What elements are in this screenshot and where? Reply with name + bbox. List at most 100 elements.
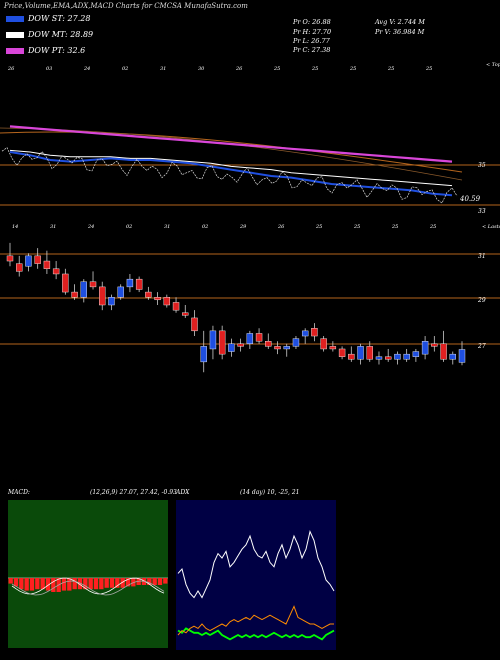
candle-body-29 — [274, 346, 281, 350]
ema-top-label-7: 25 — [273, 66, 280, 72]
candle-body-0 — [6, 255, 14, 262]
candle-body-40 — [375, 356, 383, 360]
candle-body-34 — [320, 338, 327, 350]
candle-body-4 — [43, 260, 51, 269]
candle-body-41 — [385, 356, 392, 360]
macd-bar-22 — [125, 578, 131, 587]
macd-signal-line — [11, 580, 165, 596]
candle-body-35 — [329, 346, 337, 350]
stat-pr-c: Pr C: 27.38 — [293, 46, 331, 54]
candle-body-37 — [348, 353, 355, 360]
candle-body-32 — [301, 330, 309, 337]
candle-body-26 — [246, 333, 254, 344]
macd-bar-17 — [99, 578, 104, 590]
macd-bar-1 — [13, 578, 19, 587]
macd-bar-21 — [120, 578, 125, 588]
stat-avg-v: Avg V: 2.744 M — [375, 18, 425, 26]
candle-price-tick-0: 31 — [478, 253, 486, 260]
legend-label-mt: DOW MT: 28.89 — [28, 30, 94, 39]
adx-title: ADX — [175, 489, 190, 496]
candle-body-20 — [191, 317, 198, 332]
ema-top-label-5: 30 — [198, 66, 205, 72]
adx-line-di — [177, 627, 335, 641]
candle-body-9 — [89, 281, 97, 288]
ema-top-label-3: 02 — [122, 66, 128, 72]
candle-body-31 — [292, 338, 300, 347]
candle-body-28 — [265, 341, 272, 347]
candle-body-5 — [52, 268, 60, 275]
macd-bar-11 — [67, 578, 72, 591]
ema-price-tick-0: 35 — [478, 162, 486, 169]
candle-body-14 — [135, 278, 143, 290]
candle-body-36 — [338, 348, 346, 357]
candle-body-18 — [172, 302, 180, 311]
candle-body-27 — [255, 333, 263, 342]
candle-body-43 — [403, 353, 410, 360]
ema-top-label-4: 31 — [160, 66, 166, 72]
adx-line-di — [177, 605, 334, 636]
stat-pr-l: Pr L: 26.77 — [293, 37, 330, 45]
candle-body-45 — [421, 341, 429, 355]
legend-swatch-st — [6, 15, 24, 22]
ema-last-price-label: 40.59 — [459, 195, 481, 203]
ema-line-dow-st — [9, 151, 453, 197]
candle-right-label: < Lasto — [482, 224, 500, 230]
macd-bar-29 — [163, 578, 168, 584]
macd-bar-23 — [131, 578, 136, 587]
stat-pr-h: Pr H: 27.70 — [293, 28, 332, 36]
candle-body-23 — [218, 330, 226, 355]
candle-body-2 — [25, 255, 32, 267]
macd-bar-15 — [88, 578, 93, 590]
macd-values: (12,26,9) 27.07, 27.42, -0.93 — [90, 489, 177, 496]
legend-dow-pt: DOW PT: 32.6 — [6, 46, 85, 55]
adx-line-adx — [177, 530, 335, 599]
candle-price-tick-2: 27 — [477, 343, 486, 350]
macd-bar-8 — [51, 578, 56, 592]
macd-bar-26 — [147, 578, 152, 585]
candle-body-12 — [117, 286, 124, 298]
ema-price-tick-1: 33 — [478, 208, 486, 215]
candle-body-38 — [357, 346, 364, 360]
ema-right-label: < Topo — [486, 62, 500, 68]
legend-label-st: DOW ST: 27.28 — [28, 14, 91, 23]
candle-body-24 — [228, 343, 235, 352]
candle-body-48 — [449, 353, 456, 360]
stat-pr-o: Pr O: 26.88 — [293, 18, 331, 26]
ema-top-label-11: 25 — [425, 66, 432, 72]
macd-line — [11, 577, 165, 595]
candle-top-label-9: 25 — [353, 224, 360, 230]
legend-dow-mt: DOW MT: 28.89 — [6, 30, 93, 39]
candle-body-19 — [182, 312, 189, 316]
macd-bar-0 — [8, 578, 13, 584]
candle-top-label-3: 02 — [126, 224, 132, 230]
candle-body-15 — [145, 291, 152, 298]
macd-bar-16 — [93, 578, 99, 590]
legend-swatch-mt — [6, 31, 24, 38]
candle-top-label-8: 25 — [315, 224, 322, 230]
legend-label-pt: DOW PT: 32.6 — [28, 46, 86, 55]
ema-top-label-0: 26 — [7, 66, 15, 72]
candle-body-22 — [209, 330, 217, 350]
macd-bar-19 — [109, 578, 115, 588]
macd-bar-18 — [104, 578, 109, 588]
candle-body-44 — [412, 351, 420, 357]
ema-long2-line-a — [0, 131, 463, 173]
legend-swatch-pt — [6, 47, 24, 54]
candle-body-30 — [283, 346, 290, 350]
macd-bar-13 — [77, 578, 83, 590]
ema-line-dow-mt — [9, 149, 453, 187]
candle-top-label-10: 25 — [391, 224, 398, 230]
candle-body-8 — [80, 281, 87, 298]
macd-bar-7 — [45, 578, 51, 591]
candle-body-10 — [99, 286, 106, 306]
candle-top-label-11: 25 — [429, 224, 436, 230]
candle-body-13 — [126, 278, 134, 288]
macd-bar-12 — [72, 578, 77, 590]
ema-top-label-2: 24 — [83, 66, 90, 72]
macd-bar-4 — [29, 578, 35, 591]
candle-top-label-6: 29 — [239, 224, 247, 230]
candle-body-46 — [431, 343, 438, 347]
ema-top-label-6: 26 — [235, 66, 243, 72]
candle-body-16 — [154, 297, 161, 301]
ema-top-label-9: 25 — [349, 66, 356, 72]
